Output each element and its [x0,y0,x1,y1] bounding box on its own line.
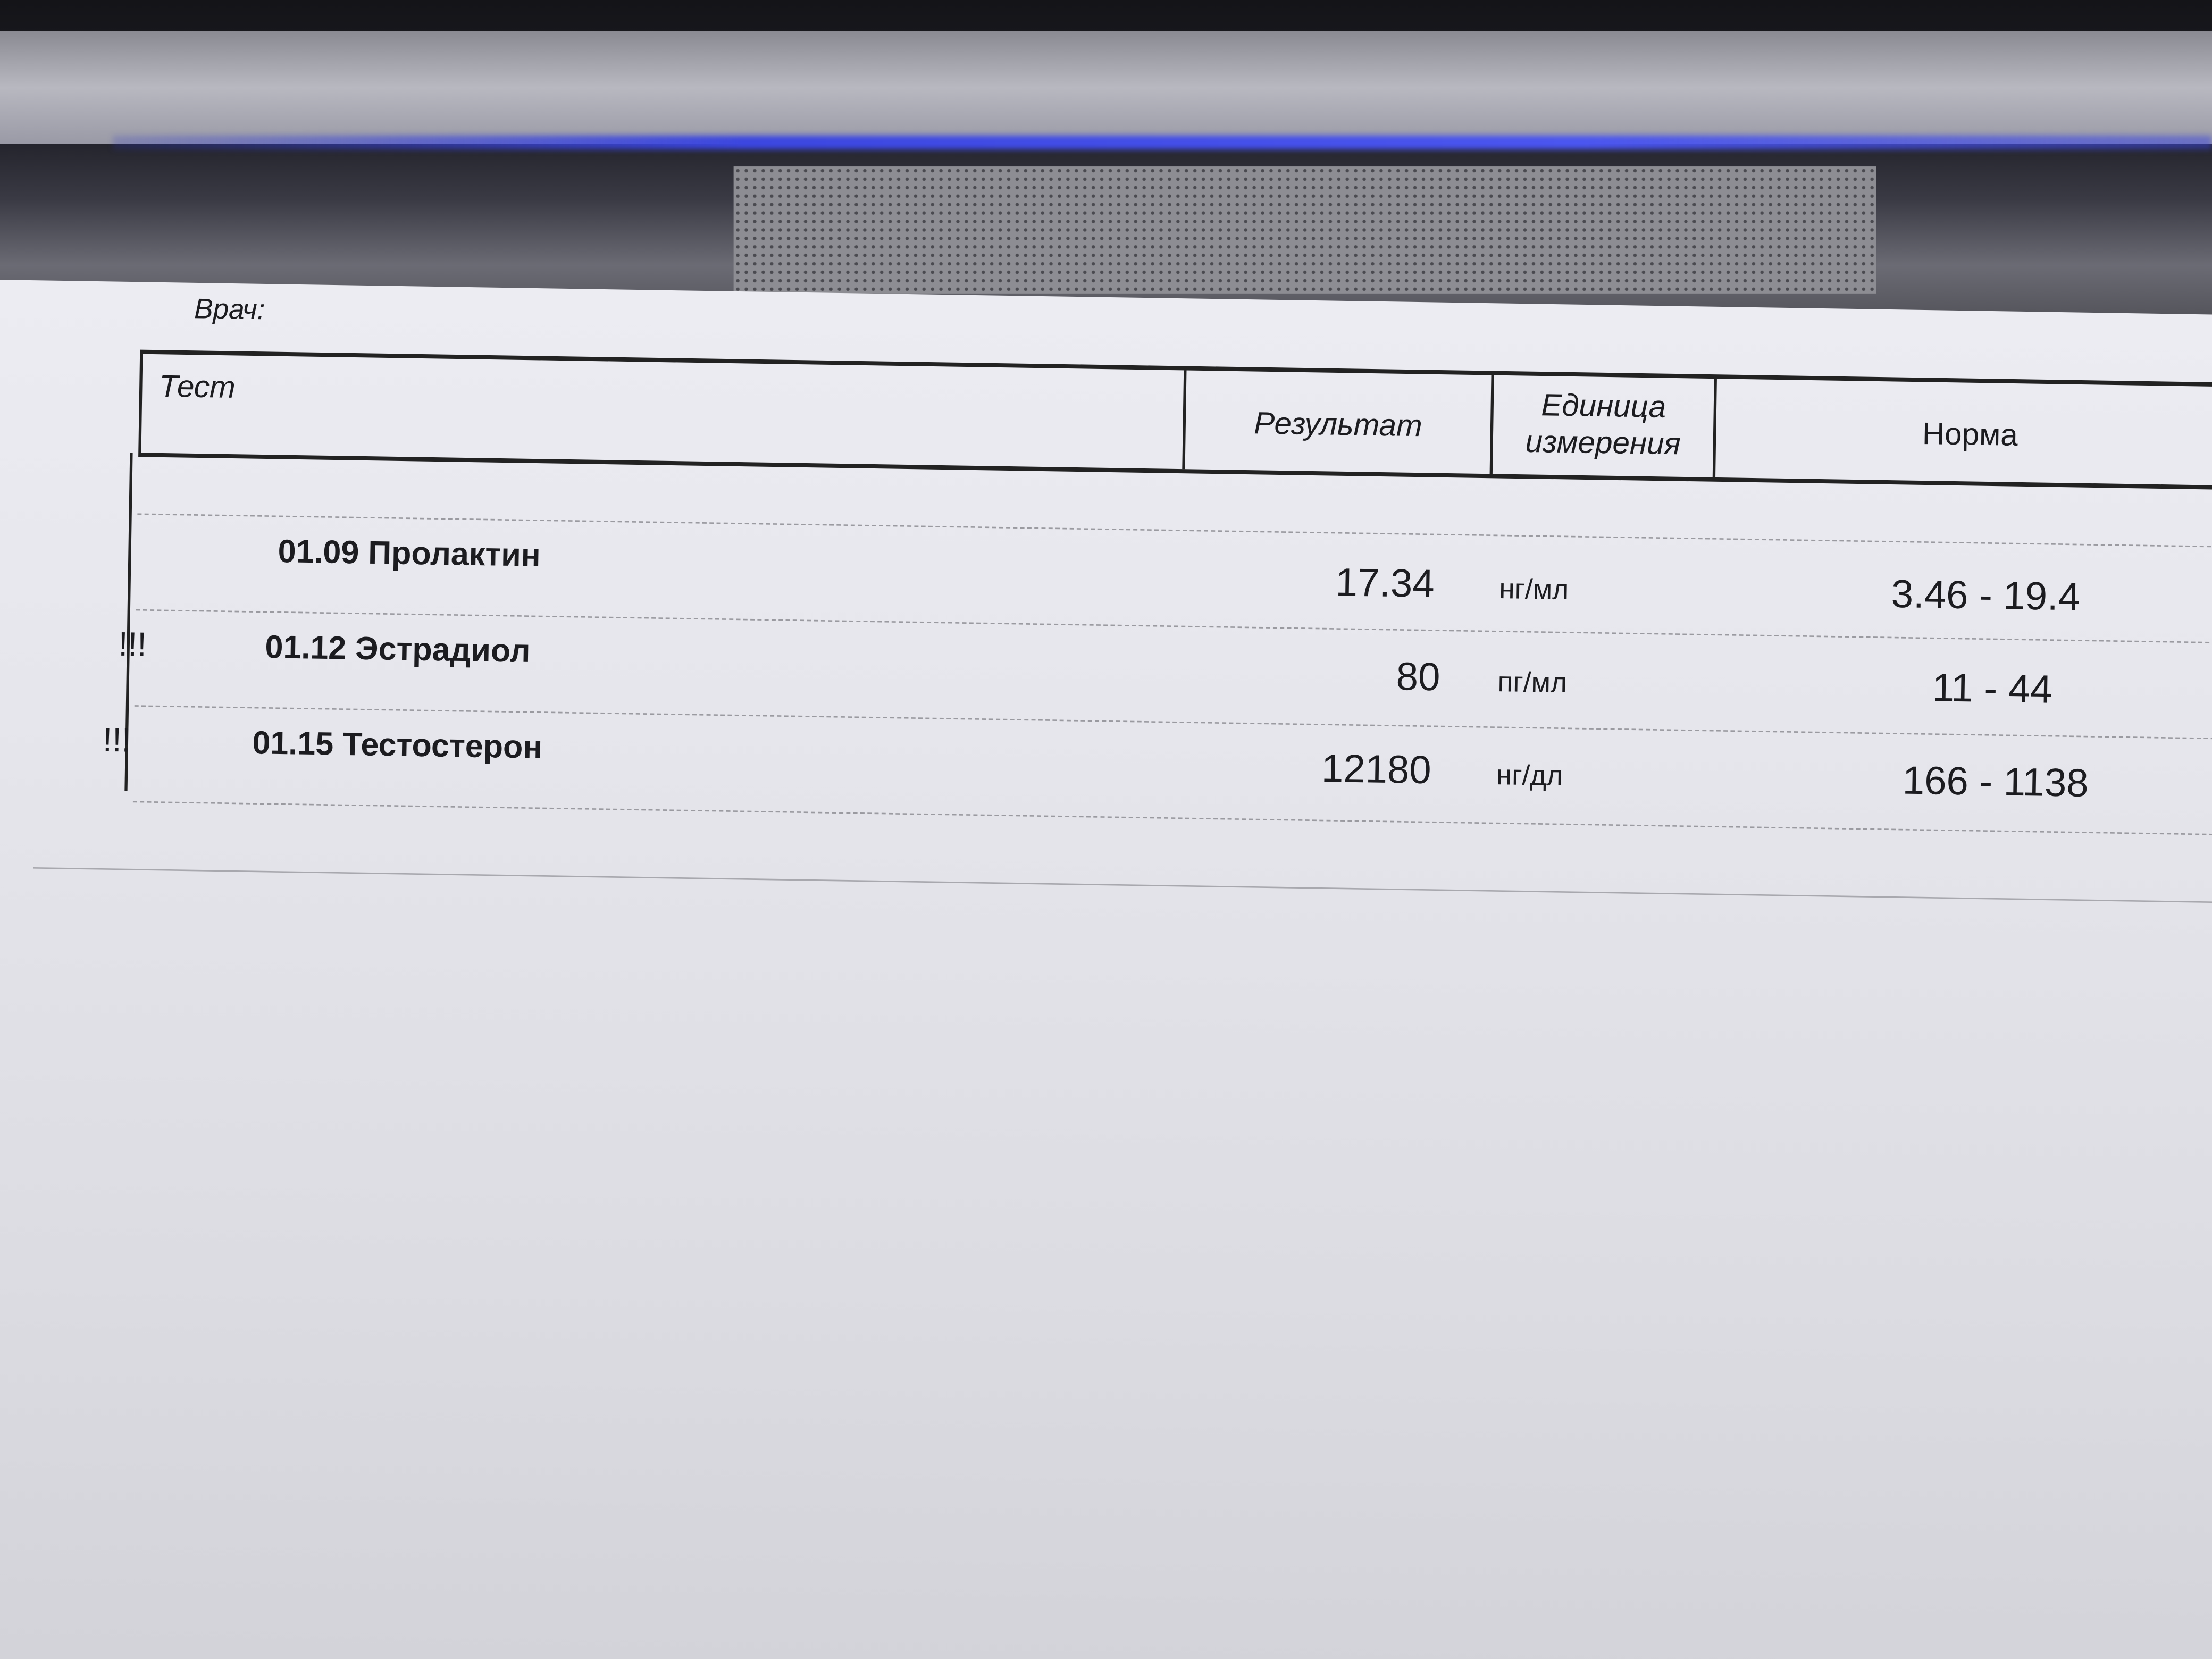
test-name: 01.12 Эстрадиол [265,628,531,669]
header-norm: Норма [1922,415,2018,453]
table-header: Тест Результат Единица измерения Норма [138,349,2212,490]
test-result: 17.34 [1335,560,1435,606]
header-unit: Единица измерения [1493,387,1714,463]
header-unit-line2: измерения [1525,423,1681,462]
header-result: Результат [1253,405,1423,443]
row-divider [132,801,2212,835]
table-bottom-line [33,867,2212,903]
test-name: 01.15 Тестостерон [252,724,543,766]
results-table: Тест Результат Единица измерения Норма 0… [33,349,2212,903]
divider [138,354,143,453]
lab-results-sheet: Врач: Тест Результат Единица измерения Н… [0,279,2212,1659]
test-unit: пг/мл [1497,667,1568,700]
test-unit: нг/дл [1496,760,1563,793]
header-unit-line1: Единица [1540,387,1666,425]
laptop-speaker-grille [733,166,1876,294]
header-test: Тест [158,368,236,405]
test-unit: нг/мл [1498,574,1569,607]
test-norm: 11 - 44 [1932,665,2053,711]
test-norm: 166 - 1138 [1902,758,2089,805]
doctor-label: Врач: [194,294,265,326]
test-result: 80 [1396,654,1441,699]
abnormal-flag: !!! [118,626,147,665]
abnormal-flag: !!! [102,722,132,760]
test-norm: 3.46 - 19.4 [1891,572,2081,619]
test-result: 12180 [1321,746,1432,792]
laptop-lid [0,31,2212,144]
test-name: 01.09 Пролактин [278,532,541,574]
laptop-light [113,135,2212,150]
